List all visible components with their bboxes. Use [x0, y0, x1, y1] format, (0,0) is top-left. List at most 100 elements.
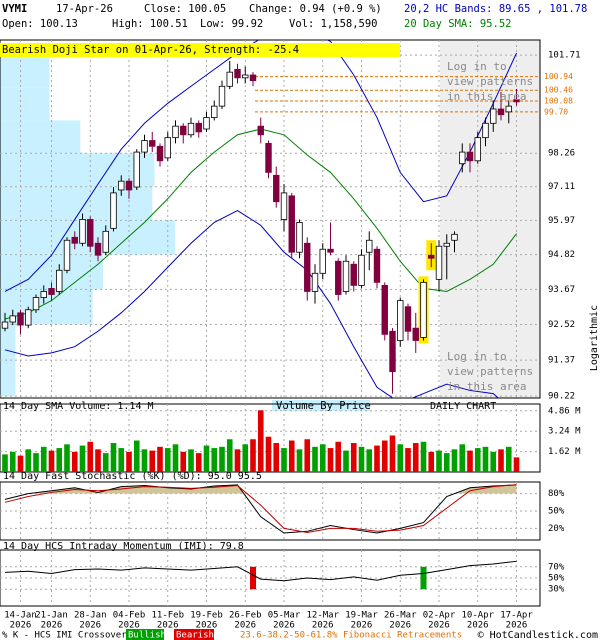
x-tick-label: 17-Apr: [500, 611, 533, 621]
imi-title: 14 Day HCS Intraday Momentum (IMI): 79.8: [3, 541, 244, 552]
volume-bar: [87, 441, 94, 472]
candle-body: [327, 248, 334, 253]
candle-body: [63, 239, 71, 271]
candle-body: [366, 239, 373, 253]
candle-body: [428, 254, 435, 259]
y-tick-label: 30%: [548, 585, 565, 595]
volume-bar: [172, 444, 179, 472]
candle-body: [459, 151, 466, 165]
y-tick-label: 70%: [548, 562, 565, 572]
candle-body: [397, 300, 404, 341]
date: 17-Apr-26: [56, 3, 113, 15]
candle-body: [71, 236, 78, 244]
candle-body: [381, 284, 388, 335]
volume-bar: [498, 449, 504, 472]
fib-label: 100.94: [544, 72, 573, 81]
y-tick-label: 98.26: [548, 149, 575, 159]
candle-body: [265, 143, 272, 173]
candle-body: [490, 108, 497, 124]
y-tick-label: 50%: [548, 507, 565, 517]
y-tick-label: 1.62 M: [548, 447, 581, 457]
x-tick-year: 2026: [389, 621, 411, 631]
candle-body: [32, 297, 40, 311]
volume-bar: [335, 441, 342, 472]
x-tick-label: 26-Mar: [384, 611, 417, 621]
stoch-line: [4, 484, 517, 533]
volume-bar: [2, 454, 8, 472]
upper-band: [4, 40, 517, 292]
x-tick-label: 21-Jan: [35, 611, 68, 621]
candle-body: [342, 260, 350, 292]
volume-by-price-label-bg: [272, 400, 370, 411]
volume-bar: [412, 443, 419, 472]
volume-bar: [203, 445, 210, 472]
bullish-crossover: [420, 566, 427, 590]
candle-body: [335, 260, 342, 295]
x-tick-label: 11-Feb: [151, 611, 184, 621]
volume-bar: [25, 449, 32, 472]
volume-bar: [157, 446, 163, 472]
candle-body: [249, 74, 257, 82]
bearish-key: [174, 629, 214, 640]
stoch-title: 14 Day Fast Stochastic (%K) (%D): 95.0 9…: [3, 471, 262, 482]
candle-body: [257, 125, 264, 136]
pattern-label: Bearish Doji Star on 01-Apr-26, Strength…: [2, 44, 299, 56]
volume-bar: [428, 451, 435, 472]
volume-bar: [71, 451, 78, 472]
bands: 20,2 HC Bands: 89.65 , 101.78: [404, 3, 587, 15]
candle-body: [435, 245, 443, 280]
x-tick-label: 10-Apr: [461, 611, 494, 621]
candle-body: [451, 233, 458, 241]
vol: Vol: 1,158,590: [289, 18, 378, 30]
candle-body: [482, 122, 489, 139]
volume-bar: [459, 444, 466, 472]
volume-bar: [436, 450, 442, 472]
low: Low: 99.92: [200, 18, 263, 30]
fib-label: 99.70: [544, 107, 568, 116]
footer-fib: 23.6-38.2-50-61.8% Fibonacci Retracement…: [240, 631, 462, 640]
candle-body: [1, 321, 9, 329]
candle-body: [94, 242, 102, 256]
high: High: 100.51: [112, 18, 188, 30]
x-tick-year: 2026: [428, 621, 450, 631]
volume-bar: [443, 453, 450, 472]
candle-body: [412, 327, 419, 341]
x-tick-label: 04-Feb: [113, 611, 146, 621]
volume-title: 14 Day SMA Volume: 1.14 M: [3, 401, 154, 412]
candle-body: [17, 312, 24, 326]
candle-body: [420, 281, 427, 338]
x-tick-label: 19-Mar: [345, 611, 378, 621]
x-tick-label: 05-Mar: [268, 611, 301, 621]
volume-bar: [288, 440, 295, 472]
volume-bar: [56, 448, 63, 472]
volume-bar: [381, 440, 388, 472]
volume-bar: [474, 448, 481, 472]
candle-body: [141, 140, 148, 153]
locked-region: [440, 40, 540, 398]
volume-by-price-bar: [0, 87, 50, 121]
candle-body: [79, 219, 86, 244]
volume-bar: [482, 446, 489, 472]
candle-body: [242, 74, 249, 79]
volume-bar: [467, 450, 473, 472]
volume-bar: [304, 439, 311, 472]
footer-bearish: Bearish: [176, 631, 214, 640]
candle-body: [164, 137, 171, 159]
footer-crossover: % K - HCS IMI Crossover,: [2, 631, 132, 640]
stoch-line: [4, 484, 517, 534]
volume-bar: [350, 443, 357, 472]
volume-bar: [250, 439, 256, 472]
candle-body: [40, 291, 47, 298]
plot-layer: 90.22 91.37 92.52 93.67 94.82 95.97 97.11 98.26…: [0, 39, 600, 631]
volume-bar: [513, 457, 520, 472]
candle-body: [203, 117, 210, 130]
candle-body: [110, 192, 117, 229]
volume-bar: [40, 446, 47, 472]
y-tick-label: 97.11: [548, 182, 575, 192]
volume-bar: [389, 435, 396, 472]
volume-bar: [9, 451, 16, 472]
x-tick-year: 2026: [157, 621, 179, 631]
candle-body: [9, 315, 16, 323]
candle-body: [273, 174, 280, 203]
volume-bar: [188, 449, 194, 472]
